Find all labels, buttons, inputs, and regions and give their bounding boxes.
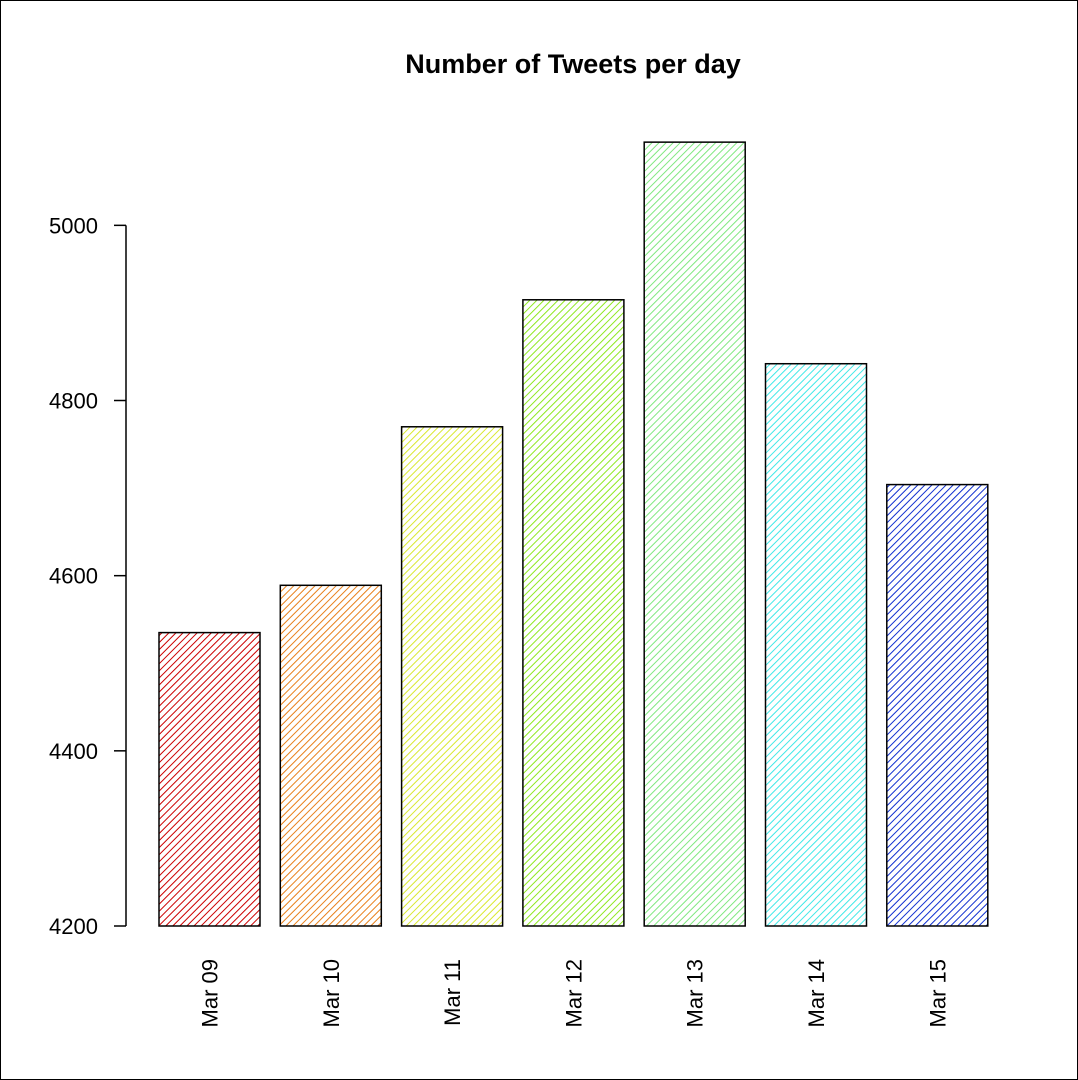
y-tick-label: 4600 <box>49 564 98 589</box>
chart-title: Number of Tweets per day <box>405 49 741 79</box>
bar <box>400 426 504 927</box>
y-axis: 4200 4400 4600 4800 5000 <box>49 213 127 939</box>
x-category-label: Mar 12 <box>561 959 586 1027</box>
bar <box>522 299 625 927</box>
bar <box>886 483 989 927</box>
x-category-label: Mar 09 <box>198 959 223 1027</box>
x-category-label: Mar 14 <box>804 959 829 1027</box>
bar <box>643 141 746 927</box>
bar <box>158 631 261 927</box>
y-tick-label: 4800 <box>49 389 98 414</box>
bar <box>279 584 383 927</box>
y-tick-label: 4200 <box>49 914 98 939</box>
bars-group <box>158 141 989 927</box>
y-tick-label: 4400 <box>49 739 98 764</box>
x-axis-labels: Mar 09 Mar 10 Mar 11 Mar 12 Mar 13 Mar 14 Mar … <box>198 959 951 1027</box>
x-category-label: Mar 10 <box>319 959 344 1027</box>
y-tick-label: 5000 <box>49 213 98 238</box>
x-category-label: Mar 15 <box>925 959 950 1027</box>
x-category-label: Mar 13 <box>683 959 708 1027</box>
x-category-label: Mar 11 <box>440 959 465 1026</box>
bar <box>764 362 868 927</box>
